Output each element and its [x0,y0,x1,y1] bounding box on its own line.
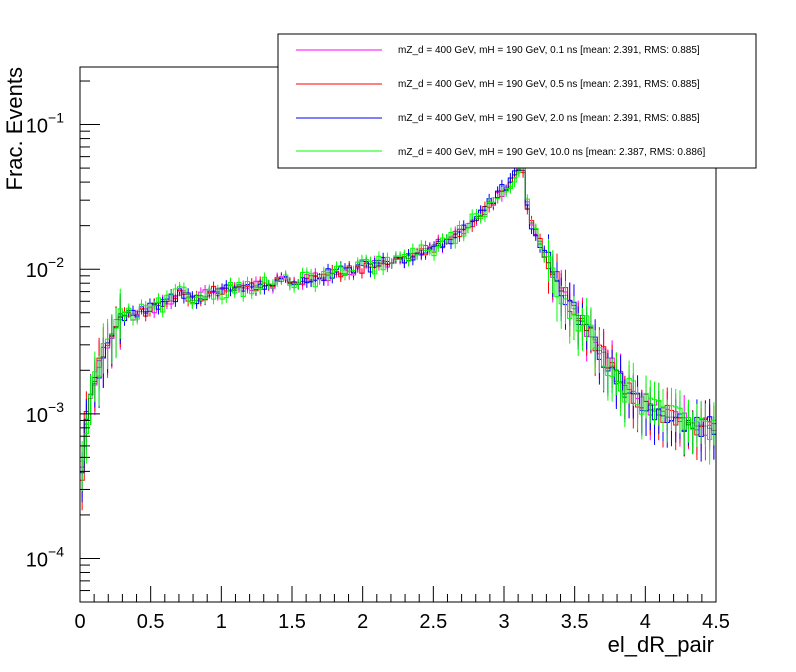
y-tick-base: 10 [26,549,48,571]
x-tick-label: 4 [640,611,651,633]
legend-label-0: mZ_d = 400 GeV, mH = 190 GeV, 0.1 ns [me… [398,45,700,56]
y-tick-base: 10 [26,405,48,427]
x-tick-label: 3 [498,611,509,633]
series-line-3 [79,163,716,602]
y-axis-title: Frac. Events [2,67,27,190]
y-tick-labels: 10−410−310−210−1 [26,110,64,572]
x-tick-labels: 0 0.5 1 1.5 2 2.5 3 3.5 4 4.5 [74,611,729,633]
y-tick-label: 10−1 [26,110,64,138]
x-tick-label: 1.5 [278,611,306,633]
x-tick-label: 0.5 [137,611,165,633]
x-tick-label: 2.5 [419,611,447,633]
legend-label-3: mZ_d = 400 GeV, mH = 190 GeV, 10.0 ns [m… [398,147,705,158]
y-tick-base: 10 [26,260,48,282]
x-tick-label: 3.5 [561,611,589,633]
y-tick-label: 10−2 [26,254,64,282]
histogram-layer [79,157,716,602]
y-tick-exponent: −1 [48,110,64,126]
legend-label-1: mZ_d = 400 GeV, mH = 190 GeV, 0.5 ns [me… [398,79,700,90]
legend-box [277,33,757,169]
y-tick-exponent: −4 [48,543,64,559]
y-tick-label: 10−3 [26,399,64,427]
y-axis-ticks [80,80,100,603]
x-tick-label: 0 [74,611,85,633]
x-tick-label: 4.5 [702,611,730,633]
series-outline [80,169,716,474]
x-axis-ticks [79,586,717,602]
series-errorbars-3 [81,158,715,492]
y-tick-exponent: −3 [48,399,64,415]
x-axis-title: el_dR_pair [608,632,714,657]
legend: mZ_d = 400 GeV, mH = 190 GeV, 0.1 ns [me… [277,33,757,169]
x-tick-label: 2 [357,611,368,633]
y-tick-exponent: −2 [48,254,64,270]
legend-label-2: mZ_d = 400 GeV, mH = 190 GeV, 2.0 ns [me… [398,113,700,124]
y-tick-label: 10−4 [26,543,64,571]
x-tick-label: 1 [216,611,227,633]
y-tick-base: 10 [26,116,48,138]
